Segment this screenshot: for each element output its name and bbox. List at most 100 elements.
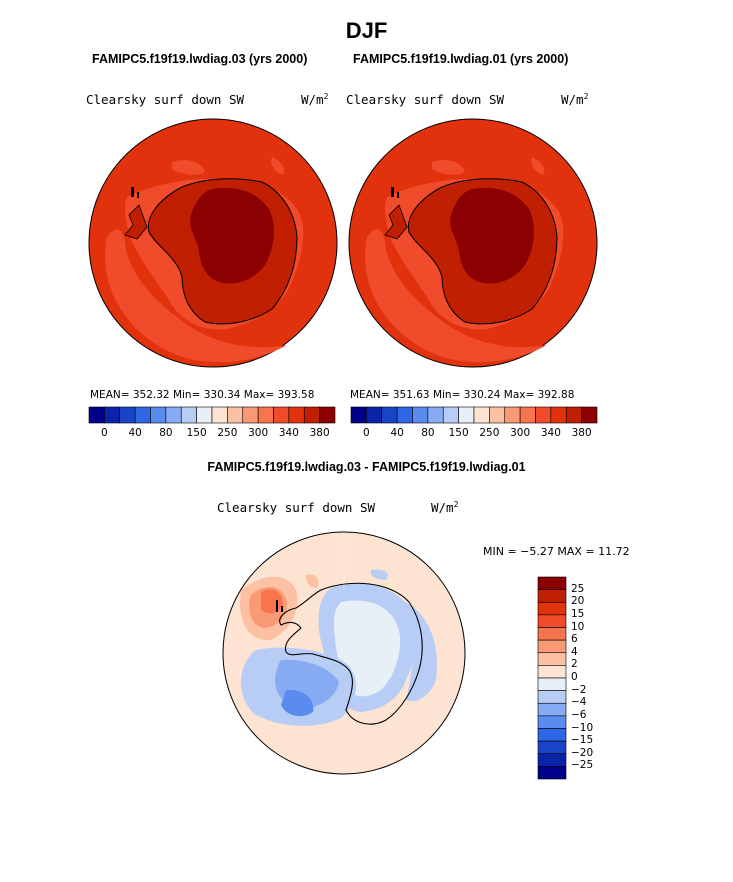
colorbar-swatch xyxy=(134,406,151,424)
left-units-label: W/m2 xyxy=(301,92,329,108)
right-field-label: Clearsky surf down SW xyxy=(346,92,505,107)
colorbar-swatch xyxy=(88,406,105,424)
colorbar-swatch xyxy=(211,406,228,424)
right-units-label: W/m2 xyxy=(561,92,589,108)
colorbar-tick-label: −6 xyxy=(571,708,587,721)
colorbar-tick-label: 40 xyxy=(390,427,404,439)
colorbar-swatch xyxy=(227,406,244,424)
colorbar-swatch xyxy=(537,677,567,691)
colorbar-tick-label: 340 xyxy=(278,427,299,439)
right-run-title: FAMIPC5.f19f19.lwdiag.01 (yrs 2000) xyxy=(353,52,569,66)
diff-colorbar-ticks: 25 20 15 10 6 4 2 0 −2 −4 −6 −10 −15 −20 −25 xyxy=(571,577,611,779)
diff-title: FAMIPC5.f19f19.lwdiag.03 - FAMIPC5.f19f1… xyxy=(207,460,526,474)
colorbar-swatch xyxy=(537,766,567,780)
colorbar-swatch xyxy=(381,406,398,424)
colorbar-tick-label: 15 xyxy=(571,607,585,620)
colorbar-swatch xyxy=(412,406,429,424)
colorbar-swatch xyxy=(537,614,567,628)
colorbar-tick-label: 380 xyxy=(571,427,592,439)
colorbar-tick-label: 150 xyxy=(186,427,207,439)
colorbar-swatch xyxy=(519,406,536,424)
colorbar-swatch xyxy=(537,639,567,654)
colorbar-tick-label: 20 xyxy=(571,595,585,608)
colorbar-swatch xyxy=(350,406,367,424)
colorbar-swatch xyxy=(537,702,567,717)
colorbar-swatch xyxy=(396,406,413,424)
colorbar-tick-label: 2 xyxy=(571,658,578,671)
colorbar-tick-label: 25 xyxy=(571,582,585,595)
left-field-label: Clearsky surf down SW xyxy=(86,92,245,107)
colorbar-tick-label: 0 xyxy=(101,427,108,439)
left-stats: MEAN= 352.32 Min= 330.34 Max= 393.58 xyxy=(90,389,315,401)
left-colorbar xyxy=(88,406,336,424)
colorbar-swatch xyxy=(165,406,182,424)
colorbar-swatch xyxy=(366,406,383,424)
colorbar-tick-label: 150 xyxy=(448,427,469,439)
colorbar-swatch xyxy=(537,627,567,641)
colorbar-tick-label: 250 xyxy=(479,427,500,439)
colorbar-tick-label: 340 xyxy=(540,427,561,439)
colorbar-swatch xyxy=(473,406,490,424)
colorbar-swatch xyxy=(537,715,567,729)
colorbar-swatch xyxy=(288,406,305,424)
colorbar-tick-label: −15 xyxy=(571,734,594,747)
colorbar-swatch xyxy=(537,665,567,679)
colorbar-tick-label: −4 xyxy=(571,696,587,709)
diff-colorbar xyxy=(537,576,567,780)
season-title: DJF xyxy=(345,18,388,43)
colorbar-swatch xyxy=(119,406,136,424)
colorbar-swatch xyxy=(442,406,459,424)
colorbar-swatch xyxy=(150,406,167,424)
colorbar-swatch xyxy=(537,690,567,704)
right-polar-map xyxy=(348,118,598,368)
colorbar-swatch xyxy=(537,576,567,590)
diff-field-label: Clearsky surf down SW xyxy=(217,500,376,515)
colorbar-swatch xyxy=(319,406,336,424)
colorbar-swatch xyxy=(537,740,567,755)
colorbar-swatch xyxy=(427,406,444,424)
colorbar-swatch xyxy=(303,406,320,424)
colorbar-tick-label: 6 xyxy=(571,633,578,646)
colorbar-tick-label: −2 xyxy=(571,683,587,696)
colorbar-swatch xyxy=(242,406,259,424)
colorbar-tick-label: 300 xyxy=(510,427,531,439)
colorbar-swatch xyxy=(537,728,567,742)
right-colorbar xyxy=(350,406,598,424)
colorbar-swatch xyxy=(581,406,598,424)
colorbar-tick-label: 250 xyxy=(217,427,238,439)
colorbar-swatch xyxy=(104,406,121,424)
colorbar-swatch xyxy=(537,601,567,616)
colorbar-swatch xyxy=(273,406,290,424)
left-colorbar-ticks: 0 40 80 150 250 300 340 380 xyxy=(89,427,335,441)
diff-units-label: W/m2 xyxy=(431,500,459,516)
left-run-title: FAMIPC5.f19f19.lwdiag.03 (yrs 2000) xyxy=(92,52,308,66)
right-colorbar-ticks: 0 40 80 150 250 300 340 380 xyxy=(351,427,597,441)
colorbar-tick-label: −20 xyxy=(571,746,594,759)
colorbar-tick-label: 80 xyxy=(159,427,173,439)
colorbar-swatch xyxy=(565,406,582,424)
colorbar-tick-label: −10 xyxy=(571,721,594,734)
colorbar-swatch xyxy=(458,406,475,424)
diff-minmax: MIN = −5.27 MAX = 11.72 xyxy=(483,545,630,558)
colorbar-tick-label: 4 xyxy=(571,645,578,658)
colorbar-tick-label: −25 xyxy=(571,759,594,772)
colorbar-tick-label: 380 xyxy=(309,427,330,439)
colorbar-swatch xyxy=(489,406,506,424)
colorbar-swatch xyxy=(550,406,567,424)
colorbar-tick-label: 0 xyxy=(363,427,370,439)
right-stats: MEAN= 351.63 Min= 330.24 Max= 392.88 xyxy=(350,389,575,401)
colorbar-tick-label: 300 xyxy=(248,427,269,439)
colorbar-swatch xyxy=(535,406,552,424)
colorbar-swatch xyxy=(257,406,274,424)
colorbar-swatch xyxy=(180,406,197,424)
colorbar-swatch xyxy=(537,652,567,666)
colorbar-tick-label: 10 xyxy=(571,620,585,633)
colorbar-tick-label: 80 xyxy=(421,427,435,439)
colorbar-swatch xyxy=(196,406,213,424)
colorbar-tick-label: 0 xyxy=(571,671,578,683)
left-polar-map xyxy=(88,118,338,368)
colorbar-tick-label: 40 xyxy=(128,427,142,439)
colorbar-swatch xyxy=(537,753,567,767)
colorbar-swatch xyxy=(537,589,567,603)
diff-polar-map xyxy=(222,531,466,775)
